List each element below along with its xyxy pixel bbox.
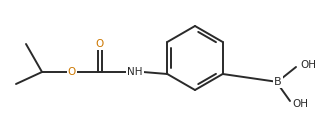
Text: B: B [274, 77, 282, 87]
Text: O: O [96, 39, 104, 49]
Text: O: O [68, 67, 76, 77]
Text: OH: OH [292, 99, 308, 109]
Text: NH: NH [127, 67, 143, 77]
Text: OH: OH [300, 60, 316, 70]
